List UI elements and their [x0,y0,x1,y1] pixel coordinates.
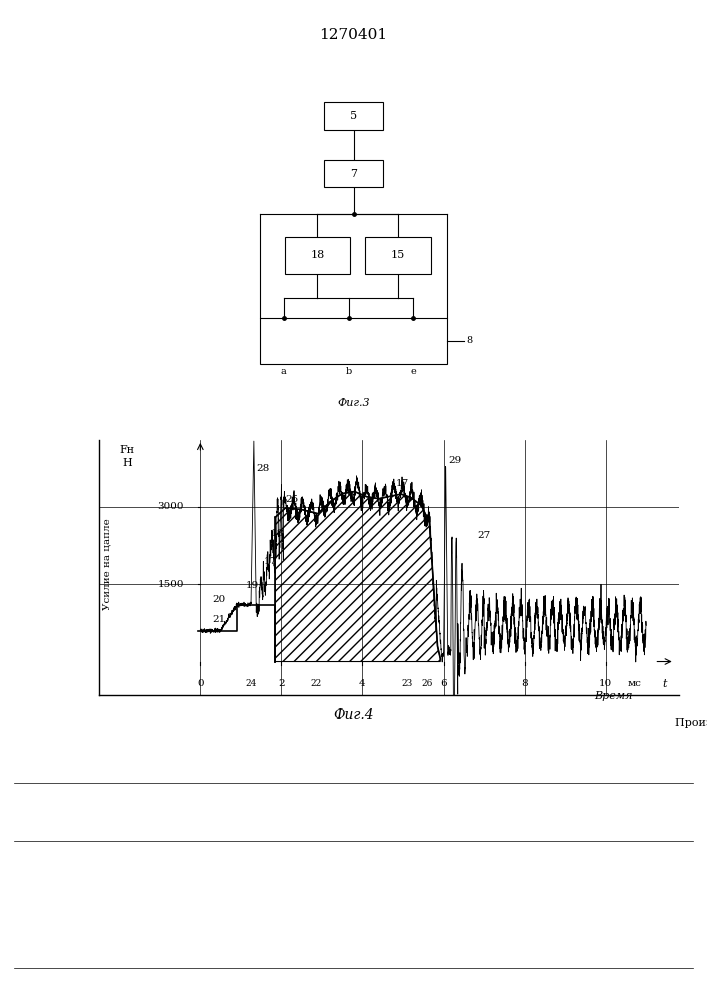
Text: 1500: 1500 [158,580,184,589]
Text: e: e [410,367,416,376]
Text: 4: 4 [359,679,366,688]
Text: 19: 19 [246,581,259,590]
Text: 0: 0 [197,679,204,688]
Text: 15: 15 [391,250,405,260]
Text: 25: 25 [286,495,299,504]
Text: мс: мс [628,679,642,688]
Text: Усилие на цапле: Усилие на цапле [103,518,112,610]
Bar [260,318,447,364]
Text: 20: 20 [213,595,226,604]
Bar [366,236,431,273]
Text: 1270401: 1270401 [320,28,387,42]
Text: 18: 18 [271,529,284,538]
Text: 10: 10 [599,679,612,688]
Text: 7: 7 [350,169,357,179]
Text: b: b [346,367,352,376]
Text: 21: 21 [213,615,226,624]
Text: 2: 2 [278,679,285,688]
Text: a: a [281,367,286,376]
Text: 3000: 3000 [158,502,184,511]
Text: 8: 8 [521,679,528,688]
Text: Фиг.4: Фиг.4 [333,708,374,722]
Text: Н: Н [122,458,132,468]
Text: 23: 23 [402,679,413,688]
Text: t: t [662,679,667,689]
Text: 18: 18 [310,250,325,260]
Text: 29: 29 [448,456,462,465]
Text: 26: 26 [421,679,433,688]
Text: 24: 24 [245,679,257,688]
Text: Fн: Fн [119,445,135,455]
Text: 5: 5 [350,111,357,121]
Text: Время: Время [595,691,633,701]
Text: 6: 6 [440,679,447,688]
Text: 28: 28 [256,464,269,473]
Bar [284,236,351,273]
Bar [324,102,383,130]
Text: Фиг.3: Фиг.3 [337,398,370,408]
Text: 8: 8 [466,336,472,345]
Text: 22: 22 [310,679,322,688]
Text: 17: 17 [396,479,409,488]
Text: 17: 17 [264,557,277,566]
Bar [324,160,383,187]
Text: 27: 27 [477,531,490,540]
Text: Производственно-полиграфическое предприятие, г. Ужгород, ул. Проектная, 4: Производственно-полиграфическое предприя… [675,718,707,728]
